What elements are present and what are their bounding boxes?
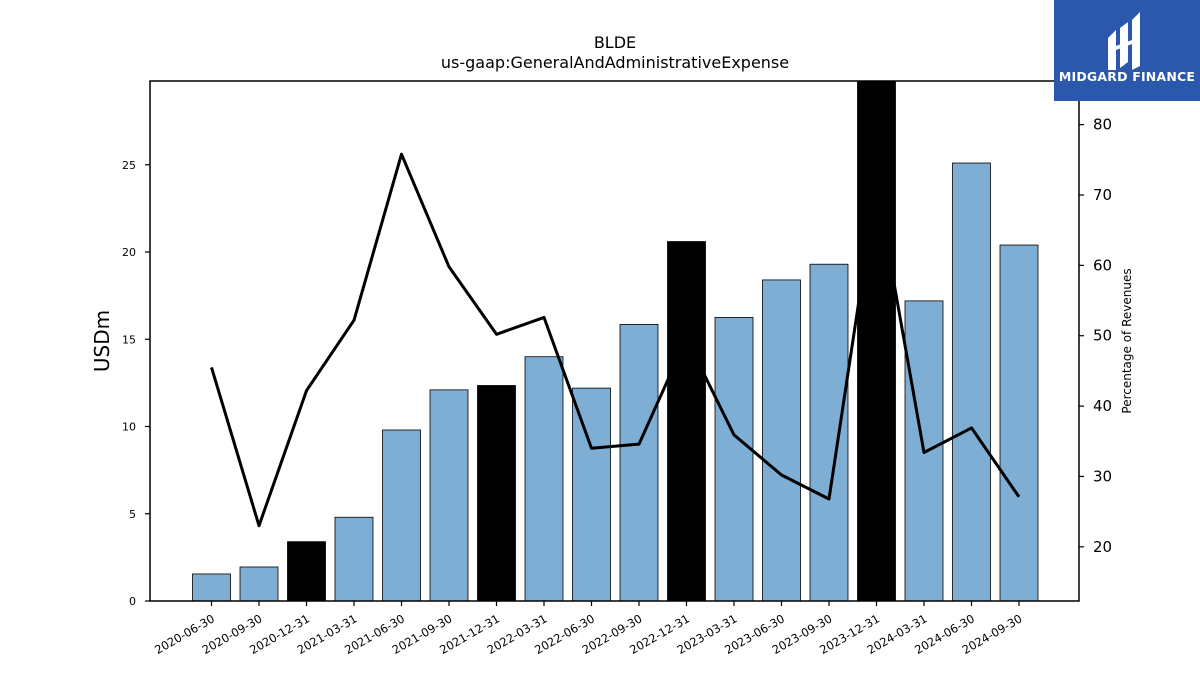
logo-text: MIDGARD FINANCE <box>1058 69 1196 84</box>
y2-tick-label: 80 <box>1093 116 1112 134</box>
bar-2021-06-30 <box>382 429 421 602</box>
bar-2022-06-30 <box>572 387 611 602</box>
y-tick-label: 10 <box>122 421 136 434</box>
plot-frame <box>149 80 1080 602</box>
y-tick-label: 15 <box>122 333 136 346</box>
bar-2022-12-31 <box>667 241 706 602</box>
chart-title: BLDE <box>594 33 636 52</box>
bar-2023-03-31 <box>714 317 754 602</box>
bar-2023-12-31 <box>857 80 896 602</box>
midgard-logo-icon <box>1054 0 1200 101</box>
y2-axis-label: Percentage of Revenues <box>1120 268 1134 413</box>
y-tick-label: 0 <box>129 595 136 608</box>
bar-2021-12-31 <box>477 385 516 602</box>
bar-2023-09-30 <box>809 263 849 602</box>
bar-2020-12-31 <box>287 541 326 602</box>
bar-2024-09-30 <box>999 244 1039 602</box>
chart-subtitle: us-gaap:GeneralAndAdministrativeExpense <box>441 53 789 72</box>
y-axis-label: USDm <box>90 310 114 372</box>
bar-2022-03-31 <box>524 356 564 602</box>
bar-2023-06-30 <box>762 279 801 602</box>
y-tick-label: 5 <box>129 508 136 521</box>
y-axis-right: 20 30 40 50 60 70 80 <box>1079 116 1112 556</box>
line-series <box>210 152 1021 528</box>
bar-2024-06-30 <box>952 162 991 602</box>
y-tick-label: 25 <box>122 159 136 172</box>
y2-tick-label: 40 <box>1093 397 1112 415</box>
bar-2020-09-30 <box>239 566 279 602</box>
x-axis: 2020-06-302020-09-302020-12-312021-03-31… <box>152 601 1025 657</box>
y2-tick-label: 50 <box>1093 327 1112 345</box>
bar-series <box>192 80 1039 602</box>
y-axis-left: 0 5 10 15 20 25 <box>122 159 150 608</box>
y2-tick-label: 20 <box>1093 538 1112 556</box>
bar-2021-09-30 <box>429 389 469 602</box>
bar-2022-09-30 <box>619 324 659 602</box>
y-tick-label: 20 <box>122 246 136 259</box>
bar-2020-06-30 <box>192 573 231 602</box>
pct-revenue-line <box>210 152 1021 528</box>
y2-tick-label: 30 <box>1093 467 1112 485</box>
logo-badge: MIDGARD FINANCE <box>1054 0 1200 101</box>
y2-tick-label: 60 <box>1093 256 1112 274</box>
y2-tick-label: 70 <box>1093 186 1112 204</box>
bar-2021-03-31 <box>334 516 374 602</box>
